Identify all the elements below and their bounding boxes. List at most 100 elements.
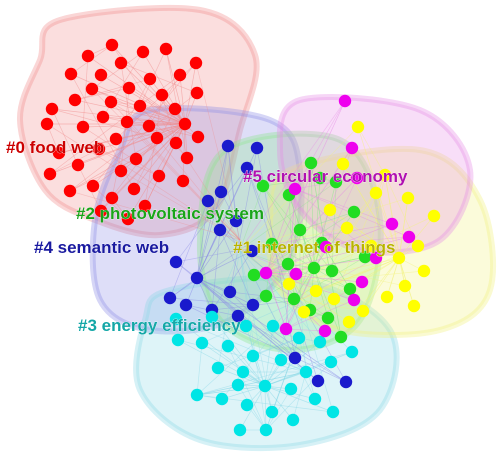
node-c1 <box>356 304 370 318</box>
network-edge <box>110 101 150 127</box>
network-edge <box>299 192 377 301</box>
node-c1 <box>380 290 394 304</box>
network-edge <box>292 371 307 421</box>
node-c0 <box>142 119 156 133</box>
network-edge <box>196 229 221 279</box>
node-c0 <box>159 42 173 56</box>
network-edge <box>211 229 221 311</box>
node-c5 <box>345 141 359 155</box>
node-c2 <box>334 330 348 344</box>
network-edge <box>182 123 186 182</box>
node-c3 <box>326 405 340 419</box>
network-edge <box>386 257 400 298</box>
cluster-labels: #0 food web #5 circular economy #2 photo… <box>6 138 409 336</box>
node-c1 <box>369 186 383 200</box>
node-c1 <box>407 299 421 313</box>
network-edge <box>239 181 337 251</box>
network-edge <box>196 342 203 396</box>
network-edge <box>265 361 332 431</box>
node-c0 <box>191 130 205 144</box>
node-c0 <box>190 86 204 100</box>
network-edge <box>219 229 253 252</box>
network-edge <box>310 162 315 269</box>
network-edge <box>288 192 377 285</box>
network-edge <box>313 177 321 269</box>
network-edge <box>288 257 400 285</box>
network-edge <box>252 337 300 357</box>
node-c1 <box>323 203 337 217</box>
network-edge <box>196 277 296 359</box>
node-c1 <box>392 251 406 265</box>
node-c3 <box>231 378 245 392</box>
network-edge <box>253 211 355 276</box>
network-edge <box>196 325 274 396</box>
node-c4 <box>240 161 254 175</box>
node-c0 <box>105 191 119 205</box>
node-c2 <box>293 223 307 237</box>
node-c5 <box>385 217 399 231</box>
network-edge <box>102 116 186 125</box>
node-c0 <box>109 132 123 146</box>
node-c5 <box>338 94 352 108</box>
network-edge <box>227 345 267 431</box>
node-c3 <box>169 312 183 326</box>
network-edge <box>201 342 266 387</box>
node-c0 <box>52 146 66 160</box>
node-c3 <box>313 335 327 349</box>
network-edge <box>239 185 264 251</box>
node-c1 <box>378 168 392 182</box>
node-c0 <box>94 68 108 82</box>
node-c0 <box>122 81 136 95</box>
network-edge <box>201 299 301 344</box>
network-edge <box>175 318 266 387</box>
cluster-label-energy-efficiency: #3 energy efficiency <box>78 316 241 335</box>
node-c3 <box>259 423 273 437</box>
node-c1 <box>411 239 425 253</box>
network-edge <box>74 99 186 125</box>
node-c2 <box>343 282 357 296</box>
network-edge <box>77 123 186 166</box>
node-c3 <box>233 423 247 437</box>
node-c3 <box>190 388 204 402</box>
node-c0 <box>169 136 183 150</box>
network-edge <box>265 272 287 330</box>
node-c5 <box>259 266 273 280</box>
node-c2 <box>347 205 361 219</box>
node-c0 <box>94 204 108 218</box>
network-edge <box>239 249 254 357</box>
node-c1 <box>309 284 323 298</box>
network-edge <box>264 385 267 431</box>
network-edge <box>196 220 237 279</box>
node-c3 <box>292 331 306 345</box>
node-c4 <box>339 375 353 389</box>
network-edge <box>98 123 186 150</box>
node-c5 <box>289 267 303 281</box>
node-c0 <box>85 82 99 96</box>
network-edge <box>220 145 229 193</box>
node-c0 <box>180 151 194 165</box>
network-edge <box>69 123 186 192</box>
node-c1 <box>401 191 415 205</box>
network-edge <box>329 209 400 259</box>
network-edge <box>111 121 128 199</box>
network-edge <box>265 272 355 301</box>
network-edge <box>196 250 253 279</box>
network-edge <box>294 100 346 190</box>
network-edge <box>265 272 363 283</box>
network-edge <box>169 200 209 299</box>
network-edge <box>196 277 319 382</box>
network-edge <box>246 167 301 301</box>
node-c3 <box>345 345 359 359</box>
node-c3 <box>299 365 313 379</box>
node-c0 <box>81 49 95 63</box>
node-c0 <box>40 117 54 131</box>
network-edge <box>264 385 334 413</box>
network-edge <box>398 215 435 259</box>
network-edge <box>51 108 186 125</box>
network-edge <box>217 249 241 369</box>
node-c5 <box>319 240 333 254</box>
network-edge <box>211 316 266 387</box>
network-edge <box>329 209 400 259</box>
network-edge <box>156 137 241 241</box>
node-c5 <box>402 230 416 244</box>
